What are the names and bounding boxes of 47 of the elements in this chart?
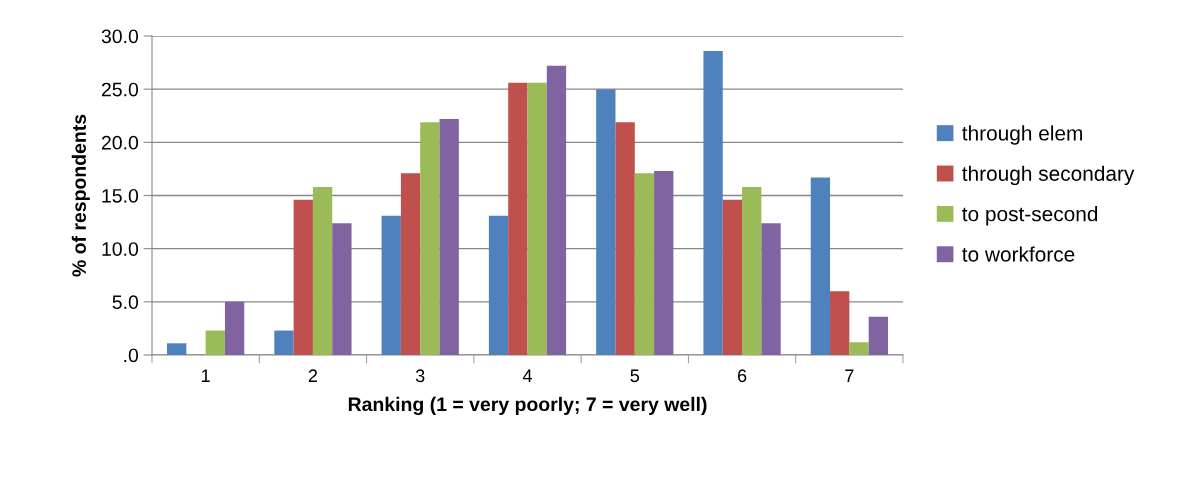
y-tick-label: 5.0 — [112, 295, 139, 310]
x-tick-label: 5 — [630, 369, 640, 383]
bar — [742, 186, 762, 355]
bar — [167, 343, 187, 355]
bar — [381, 215, 401, 355]
bar — [527, 82, 547, 355]
bar — [488, 215, 509, 355]
bar — [722, 199, 743, 355]
bar — [508, 82, 528, 355]
bar — [312, 186, 333, 355]
legend-label: to post-second — [962, 206, 1098, 226]
bar — [615, 122, 635, 355]
bar — [830, 291, 850, 355]
bar — [332, 223, 352, 355]
legend-label: through elem — [962, 125, 1082, 145]
bar — [224, 301, 245, 355]
bar — [293, 199, 313, 355]
legend-label: through secondary — [962, 165, 1135, 186]
x-tick-label: 2 — [308, 369, 318, 382]
y-tick-label: 10.0 — [102, 242, 139, 256]
bar — [654, 171, 674, 355]
y-tick-label: .0 — [124, 348, 139, 363]
y-axis-title: % of respondents — [71, 114, 90, 277]
x-tick-label: 4 — [522, 369, 532, 382]
bar — [596, 89, 616, 355]
bar — [868, 316, 888, 355]
bar — [400, 173, 421, 355]
bar — [546, 65, 567, 355]
bar — [703, 50, 723, 355]
x-tick-label: 3 — [415, 369, 425, 383]
bar — [420, 122, 440, 355]
bar — [761, 223, 781, 355]
x-axis-title: Ranking (1 = very poorly; 7 = very well) — [348, 396, 707, 416]
bar — [439, 118, 459, 355]
y-tick-label: 25.0 — [101, 82, 139, 97]
bar — [205, 330, 225, 355]
x-tick-label: 6 — [737, 369, 747, 383]
x-tick-label: 1 — [202, 369, 210, 382]
bar — [634, 173, 655, 355]
y-tick-label: 30.0 — [101, 29, 139, 44]
y-tick-label: 15.0 — [102, 188, 139, 203]
bar — [274, 330, 294, 355]
legend-label: to workforce — [962, 246, 1075, 262]
x-tick-label: 7 — [845, 369, 854, 382]
bar — [849, 342, 869, 355]
y-tick-label: 20.0 — [101, 135, 139, 150]
bar — [810, 177, 831, 355]
